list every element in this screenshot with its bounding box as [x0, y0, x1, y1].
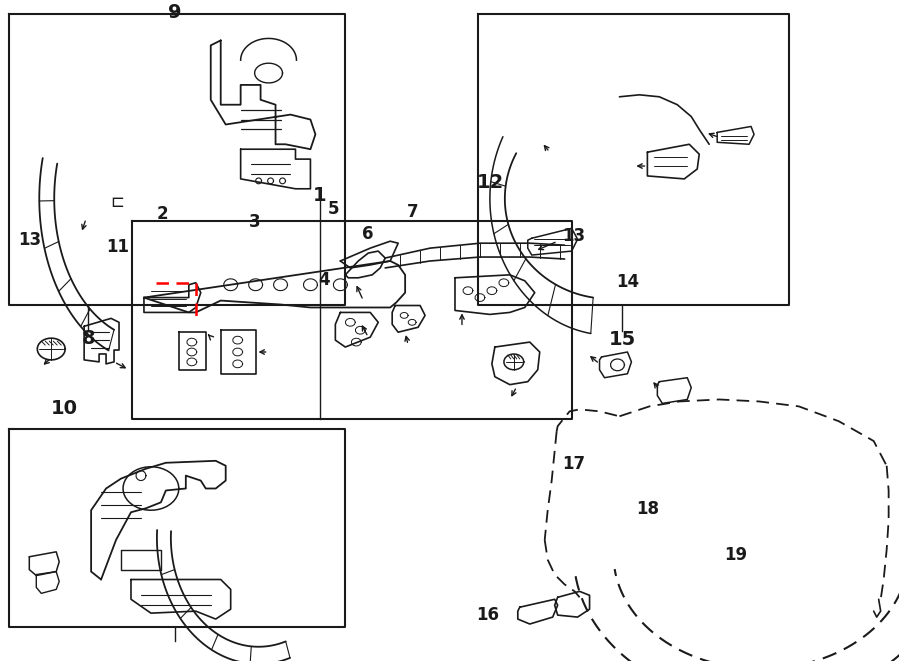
Text: 7: 7: [407, 203, 418, 221]
Text: 8: 8: [82, 329, 95, 348]
Text: 3: 3: [248, 213, 260, 231]
Text: 19: 19: [724, 545, 747, 563]
Text: 9: 9: [167, 3, 181, 22]
Text: 4: 4: [319, 271, 330, 289]
Text: $\sqsubset$: $\sqsubset$: [107, 193, 125, 211]
Text: 12: 12: [477, 173, 504, 192]
Text: 17: 17: [562, 455, 585, 473]
Text: 1: 1: [313, 186, 327, 205]
Text: 10: 10: [50, 399, 77, 418]
Text: 14: 14: [616, 273, 639, 291]
Text: 18: 18: [636, 500, 659, 518]
Text: 15: 15: [608, 330, 636, 350]
Text: 13: 13: [19, 231, 41, 249]
Text: 5: 5: [328, 200, 339, 218]
Text: 16: 16: [476, 606, 500, 624]
Text: 11: 11: [106, 238, 130, 256]
Text: 13: 13: [562, 227, 585, 246]
Text: 6: 6: [362, 224, 374, 243]
Text: 2: 2: [158, 205, 168, 223]
